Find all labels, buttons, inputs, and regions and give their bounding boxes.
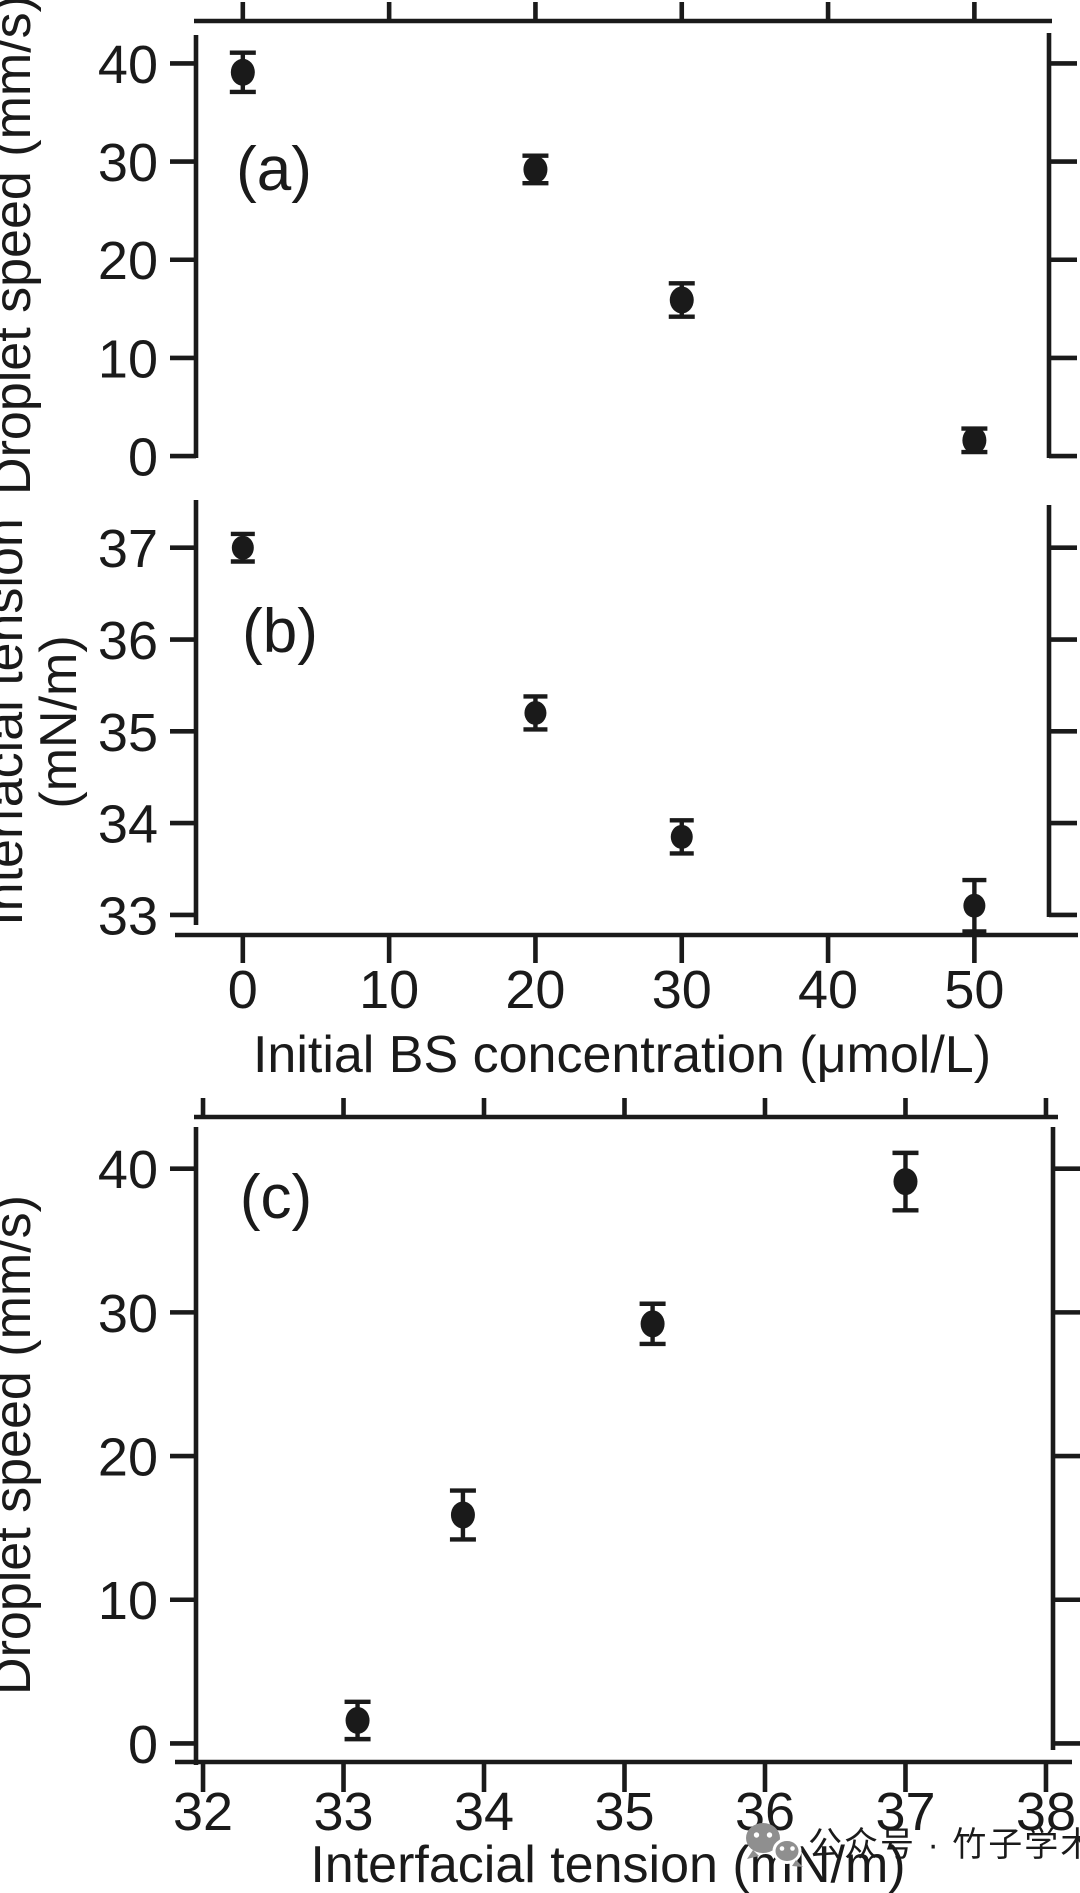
x-tick-label: 35 [594,1782,654,1842]
wechat-icon-bubble-large-tail [747,1850,759,1859]
y-tick-label: 36 [98,611,158,671]
y-tick-label: 30 [98,133,158,193]
x-tick-label: 30 [652,960,712,1020]
data-point-group [639,1301,666,1347]
y-tick-label: 40 [98,1140,158,1200]
y-tick-label: 33 [98,886,158,946]
x-tick-label: 20 [505,960,565,1020]
data-point [523,155,548,183]
data-point-group [229,50,256,95]
x-axis-title-c: Interfacial tension (mN/m) [310,1836,905,1893]
y-tick-label: 40 [98,35,158,95]
x-tick-label: 50 [944,960,1004,1020]
data-point-group [522,153,549,186]
data-point-group [449,1488,476,1542]
wechat-icon-eye [779,1846,785,1851]
data-point [963,893,986,918]
panel-a: 0 10 20 30 40 (a) [98,2,1077,487]
x-tick-label: 38 [1016,1782,1076,1842]
y-tick-label: 0 [128,1715,158,1775]
data-point-group [668,281,695,319]
data-point-group [962,877,987,934]
watermark-text: 公众号 · 竹子学术 [808,1826,1080,1864]
y-tick-label: 35 [98,703,158,763]
y-axis-title-b-units: (mN/m) [30,635,88,808]
y-tick-label: 0 [128,427,158,487]
wechat-icon-bubble-small [772,1838,802,1864]
wechat-icon-eye [766,1832,773,1838]
y-tick-label: 20 [98,1427,158,1487]
y-tick-label: 37 [98,519,158,579]
x-tick-label: 33 [313,1782,373,1842]
data-point-group [344,1699,371,1742]
x-tick-label: 34 [454,1782,514,1842]
wechat-icon [746,1823,803,1867]
y-tick-label: 10 [98,1571,158,1631]
y-tick-label: 30 [98,1284,158,1344]
wechat-icon-eye [790,1846,795,1851]
y-tick-label: 34 [98,795,158,855]
panel-letter-b: (b) [242,597,318,666]
y-axis-title-c: Droplet speed (mm/s) [0,1195,42,1695]
data-point [670,824,693,849]
wechat-icon-eye [753,1832,760,1838]
wechat-icon-bubble-large [746,1823,780,1853]
y-tick-label: 10 [98,329,158,389]
data-point [230,58,255,86]
x-tick-label: 32 [173,1782,233,1842]
data-point-group [523,694,548,732]
data-point [669,286,694,314]
wechat-icon-bubble-small-tail [792,1860,803,1867]
data-point [231,535,254,560]
data-point-group [230,531,255,564]
data-point [345,1706,370,1734]
data-point-group [892,1150,919,1213]
data-point [893,1168,918,1196]
y-tick-label: 20 [98,231,158,291]
data-point [962,426,987,454]
x-tick-label: 0 [228,960,258,1020]
y-axis-title-b: Interfacial tension [0,518,34,926]
panel-b: 33 34 35 36 37 0 10 20 30 40 50 (b) [98,500,1078,1020]
x-tick-label: 37 [875,1782,935,1842]
watermark: 公众号 · 竹子学术 [746,1823,1080,1867]
data-point-group [669,818,694,856]
x-axis-title-ab: Initial BS concentration (μmol/L) [253,1026,991,1084]
data-point-group [961,426,988,455]
data-point [450,1501,475,1529]
x-tick-label: 40 [798,960,858,1020]
panel-letter-c: (c) [240,1163,312,1232]
axis-titles: Droplet speed (mm/s)Interfacial tension(… [0,0,991,1893]
data-point [640,1310,665,1338]
panel-letter-a: (a) [236,135,312,204]
x-tick-label: 10 [359,960,419,1020]
data-point [524,700,547,725]
y-axis-title-a: Droplet speed (mm/s) [0,0,42,495]
